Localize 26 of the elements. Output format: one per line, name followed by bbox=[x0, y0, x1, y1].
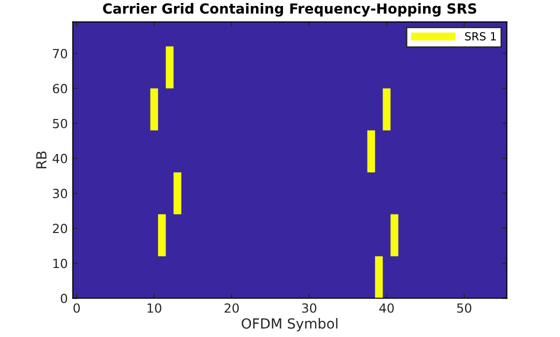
y-tick-label: 40 bbox=[52, 154, 68, 164]
y-tick-label: 10 bbox=[53, 258, 68, 268]
bar bbox=[174, 172, 182, 214]
bar bbox=[390, 214, 398, 256]
y-tick-label: 60 bbox=[52, 84, 68, 94]
x-tick-label: 20 bbox=[224, 303, 239, 313]
bar bbox=[150, 88, 158, 130]
bar bbox=[158, 214, 166, 256]
y-tick-label: 30 bbox=[52, 188, 68, 198]
legend-label: SRS 1 bbox=[465, 32, 496, 41]
x-tick-label: 40 bbox=[379, 303, 394, 313]
y-tick-label: 20 bbox=[52, 224, 68, 234]
bar bbox=[166, 46, 174, 88]
x-tick-label: 0 bbox=[74, 303, 80, 313]
chart-title: Carrier Grid Containing Frequency-Hopping SRS bbox=[103, 3, 476, 17]
y-tick-label: 0 bbox=[60, 294, 68, 304]
x-tick-label: 50 bbox=[457, 303, 472, 313]
y-tick-label: 50 bbox=[52, 118, 68, 128]
x-tick-label: 10 bbox=[148, 303, 162, 313]
bar bbox=[367, 130, 376, 172]
x-axis-title: OFDM Symbol bbox=[242, 318, 338, 332]
y-tick-label: 70 bbox=[53, 48, 68, 58]
x-tick-label: 30 bbox=[302, 303, 316, 313]
y-axis-title: RB bbox=[36, 151, 46, 168]
bar bbox=[382, 88, 391, 130]
bar bbox=[375, 256, 383, 298]
